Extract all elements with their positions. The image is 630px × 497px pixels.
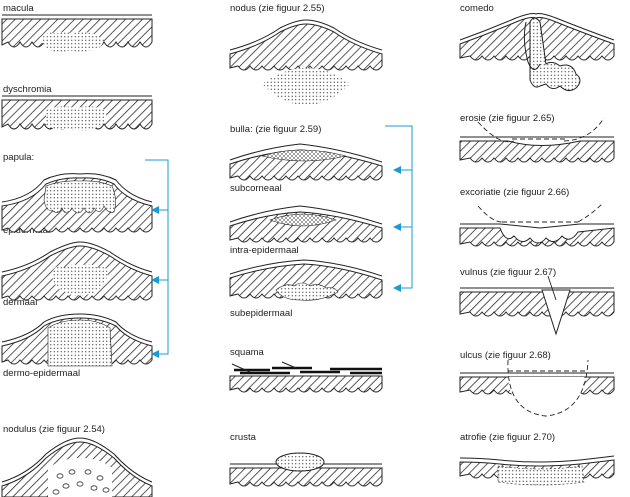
- label-nodus: nodus (zie figuur 2.55): [230, 3, 325, 14]
- skin-atrofie: [459, 455, 615, 486]
- skin-vulnus: [459, 275, 615, 336]
- label-comedo: comedo: [460, 3, 494, 14]
- skin-nodus: [229, 19, 383, 106]
- label-vulnus: vulnus (zie figuur 2.67): [460, 267, 557, 278]
- skin-papula-dermaal: [1, 241, 153, 301]
- label-bulla: bulla: (zie figuur 2.59): [230, 124, 322, 135]
- skin-bulla-subcorneaal: [229, 143, 383, 181]
- skin-papula-epidermaal: [1, 173, 153, 233]
- skin-squama: [229, 361, 383, 393]
- skin-macula: [1, 14, 153, 53]
- bulla-bracket: [385, 125, 413, 292]
- skin-bulla-intra-epidermaal: [229, 205, 383, 243]
- skin-excoriatie: [459, 203, 615, 247]
- label-intra-epidermaal: intra-epidermaal: [230, 245, 299, 256]
- label-atrofie: atrofie (zie figuur 2.70): [460, 432, 556, 443]
- skin-dermo-epidermaal: [1, 313, 153, 367]
- label-subcorneaal: subcorneaal: [230, 183, 282, 194]
- label-crusta: crusta: [230, 432, 256, 443]
- skin-erosie: [459, 117, 615, 163]
- label-papula: papula:: [3, 152, 35, 163]
- skin-nodulus: [1, 437, 153, 497]
- label-macula: macula: [3, 3, 34, 14]
- label-subepidermaal: subepidermaal: [230, 308, 293, 319]
- skin-dyschromia: [1, 95, 153, 131]
- label-excoriatie: excoriatie (zie figuur 2.66): [460, 187, 570, 198]
- skin-crusta: [229, 452, 383, 487]
- label-dermo-epidermaal: dermo-epidermaal: [3, 368, 81, 379]
- label-dyschromia: dyschromia: [3, 84, 52, 95]
- label-nodulus: nodulus (zie figuur 2.54): [3, 424, 105, 435]
- papula-bracket: [145, 159, 169, 358]
- skin-comedo: [459, 13, 615, 92]
- label-squama: squama: [230, 347, 264, 358]
- skin-ulcus: [459, 359, 615, 417]
- skin-bulla-subepidermaal: [229, 259, 383, 301]
- label-dermaal: dermaal: [3, 297, 38, 308]
- label-erosie: erosie (zie figuur 2.65): [460, 113, 555, 124]
- label-ulcus: ulcus (zie figuur 2.68): [460, 350, 551, 361]
